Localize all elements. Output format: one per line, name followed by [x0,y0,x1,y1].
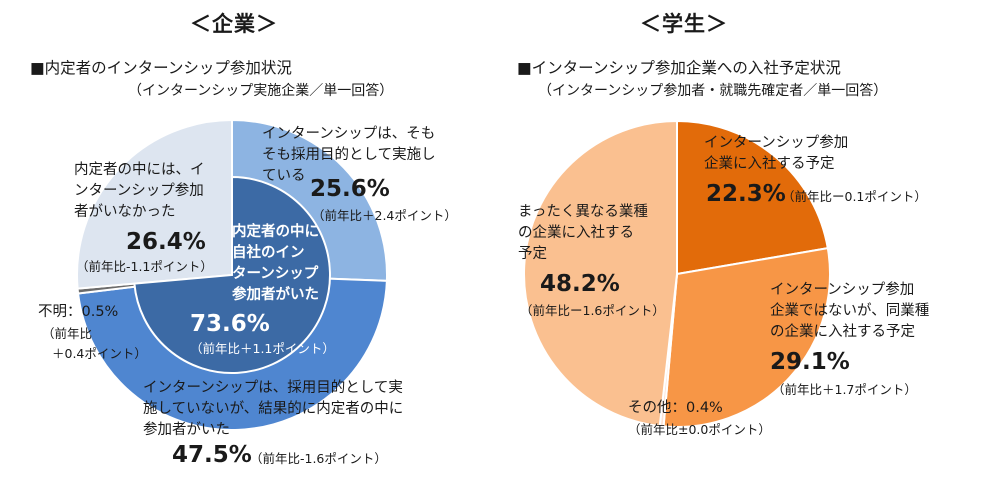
student-seg-a-value: 22.3% [706,181,786,207]
company-inner-slice [133,175,331,374]
company-seg-a-change: （前年比＋2.4ポイント） [312,208,457,223]
student-seg-d-change: （前年比ー1.6ポイント） [520,303,665,318]
company-seg-c-value: 26.4% [126,229,206,255]
company-inner-label: 内定者の中に 自社のイン ターンシップ 参加者がいた [232,224,319,303]
student-pie [523,119,831,428]
company-seg-b-change: （前年比-1.6ポイント） [250,451,387,466]
student-slice-b [662,247,831,428]
company-slice-c [76,118,233,290]
student-heading: ＜学生＞ [640,12,728,36]
company-seg-b-value: 47.5% [172,442,252,468]
company-inner-value: 73.6% [190,311,270,337]
company-seg-a-value: 25.6% [310,176,390,202]
student-seg-a-change: （前年比ー0.1ポイント） [782,189,927,204]
student-seg-b-label: インターンシップ参加 企業ではないが、同業種 の企業に入社する予定 [770,282,930,340]
student-slice-d [523,119,678,428]
student-seg-b-value: 29.1% [770,349,850,375]
company-inner-ring [133,175,331,374]
student-chart-subtitle: （インターンシップ参加者・就職先確定者／単一回答） [538,83,888,99]
company-seg-d-label: 不明：0.5% [38,304,119,320]
company-seg-c-label: 内定者の中には、イ ンターンシップ参加 者がいなかった [74,162,205,220]
company-seg-a-label: インターンシップは、そも そも採用目的として実施し ている [262,126,436,184]
student-seg-d-value: 48.2% [540,271,620,297]
company-inner-change: （前年比＋1.1ポイント） [190,341,335,356]
student-seg-c-change: （前年比±0.0ポイント） [628,422,771,437]
student-seg-c-label: その他：0.4% [628,400,723,416]
company-seg-d-change: （前年比 ＋0.4ポイント） [42,326,147,361]
student-chart-title: ■インターンシップ参加企業への入社予定状況 [517,59,841,77]
company-heading: ＜企業＞ [190,12,278,36]
student-seg-d-label: まったく異なる業種 の企業に入社する 予定 [518,204,648,262]
student-seg-b-change: （前年比＋1.7ポイント） [772,382,917,397]
company-seg-c-change: （前年比-1.1ポイント） [76,259,213,274]
student-seg-a-label: インターンシップ参加 企業に入社する予定 [704,135,849,172]
company-chart-title: ■内定者のインターンシップ参加状況 [30,59,292,77]
company-chart-subtitle: （インターンシップ実施企業／単一回答） [128,83,394,99]
student-slice-a [676,119,829,276]
company-seg-b-label: インターンシップは、採用目的として実 施していないが、結果的に内定者の中に 参加… [143,380,404,438]
